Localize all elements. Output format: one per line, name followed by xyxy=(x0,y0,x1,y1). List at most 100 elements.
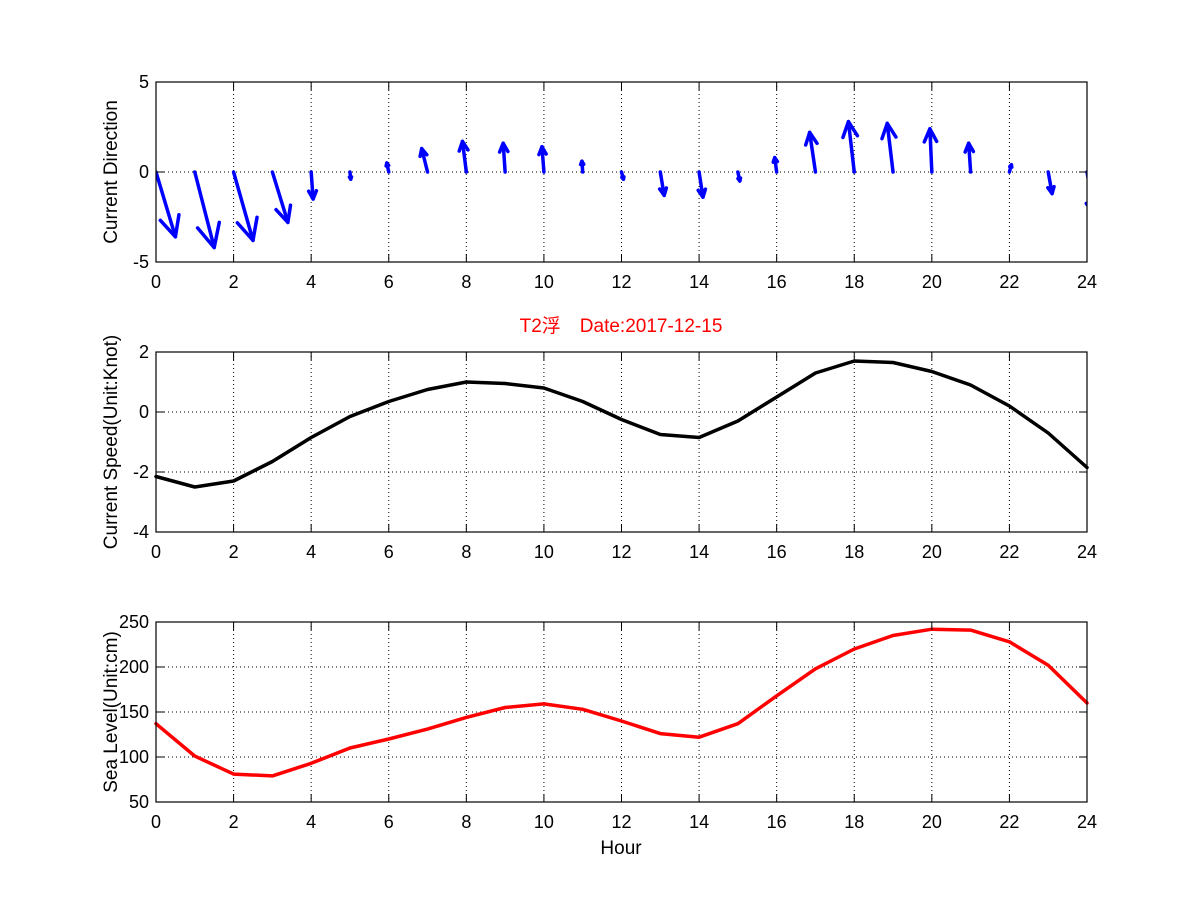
quiver-arrow xyxy=(270,170,293,225)
arrow-shaft xyxy=(885,121,895,174)
x-tick-label: 0 xyxy=(151,272,161,292)
x-tick-label: 24 xyxy=(1077,812,1097,832)
quiver-arrow xyxy=(922,127,939,174)
arrow-shaft xyxy=(193,170,216,250)
x-tick-label: 6 xyxy=(384,272,394,292)
quiver-arrow xyxy=(619,170,626,181)
x-tick-label: 8 xyxy=(461,272,471,292)
y-tick-label: 0 xyxy=(139,162,149,182)
arrow-head xyxy=(274,203,293,225)
arrow-head xyxy=(803,130,819,147)
quiver-arrow xyxy=(156,170,181,239)
arrow-shaft xyxy=(807,130,818,174)
quiver-arrow xyxy=(841,119,860,174)
x-tick-label: 2 xyxy=(229,812,239,832)
arrow-head xyxy=(578,159,586,167)
figure-title: T2浮 Date:2017-12-15 xyxy=(520,315,723,337)
x-tick-label: 16 xyxy=(767,272,787,292)
y-axis-label: Current Speed(Unit:Knot) xyxy=(101,335,122,549)
x-tick-label: 24 xyxy=(1077,272,1097,292)
quiver-arrow xyxy=(771,155,780,174)
x-tick-label: 22 xyxy=(999,812,1019,832)
x-tick-label: 18 xyxy=(844,812,864,832)
y-tick-label: 5 xyxy=(139,72,149,92)
quiver-arrow xyxy=(306,170,319,201)
arrow-head xyxy=(347,175,354,181)
quiver-arrow xyxy=(347,170,354,181)
x-tick-label: 14 xyxy=(689,812,709,832)
arrow-head xyxy=(418,146,429,159)
x-tick-label: 20 xyxy=(922,812,942,832)
quiver-arrow xyxy=(1046,170,1056,196)
quiver-arrow xyxy=(497,141,510,174)
arrow-shaft xyxy=(928,127,934,174)
x-tick-label: 18 xyxy=(844,542,864,562)
y-axis-label: Sea Level(Unit:cm) xyxy=(101,631,122,793)
arrow-shaft xyxy=(231,170,255,243)
x-tick-label: 0 xyxy=(151,812,161,832)
arrow-head xyxy=(620,175,626,181)
x-tick-label: 14 xyxy=(689,272,709,292)
x-tick-label: 8 xyxy=(461,812,471,832)
x-axis-label: Hour xyxy=(600,838,642,859)
arrow-head xyxy=(235,215,259,243)
y-tick-label: -2 xyxy=(133,462,149,482)
x-tick-label: 0 xyxy=(151,542,161,562)
y-tick-label: 200 xyxy=(119,657,149,677)
arrow-head xyxy=(306,188,319,201)
arrow-shaft xyxy=(697,170,705,199)
y-tick-label: 100 xyxy=(119,747,149,767)
x-tick-label: 8 xyxy=(461,542,471,562)
arrow-shaft xyxy=(156,170,178,239)
y-tick-label: -4 xyxy=(133,522,149,542)
quiver-arrow xyxy=(457,139,470,174)
quiver-arrow xyxy=(418,146,430,174)
quiver-arrow xyxy=(537,145,548,174)
arrow-shaft xyxy=(460,139,469,174)
x-tick-label: 10 xyxy=(534,812,554,832)
arrow-head xyxy=(384,161,391,168)
x-tick-label: 12 xyxy=(611,542,631,562)
y-tick-label: 50 xyxy=(129,792,149,812)
arrow-head xyxy=(1007,163,1014,169)
x-tick-label: 22 xyxy=(999,542,1019,562)
quiver-arrow xyxy=(384,161,391,174)
x-tick-label: 20 xyxy=(922,272,942,292)
series-line-speed xyxy=(154,359,1089,489)
plot-area xyxy=(156,622,1087,802)
arrow-shaft xyxy=(966,141,973,174)
x-tick-label: 10 xyxy=(534,272,554,292)
arrow-shaft xyxy=(270,170,290,225)
quiver-arrow xyxy=(231,170,259,243)
arrows-group xyxy=(156,119,1087,250)
arrow-shaft xyxy=(501,141,507,174)
arrow-head xyxy=(771,155,780,164)
arrow-head xyxy=(841,119,860,140)
x-tick-label: 2 xyxy=(229,272,239,292)
x-tick-label: 2 xyxy=(229,542,239,562)
x-tick-label: 6 xyxy=(384,812,394,832)
y-tick-label: 150 xyxy=(119,702,149,722)
x-tick-label: 10 xyxy=(534,542,554,562)
arrow-head xyxy=(696,187,708,199)
x-tick-label: 6 xyxy=(384,542,394,562)
arrow-shaft xyxy=(309,170,315,201)
quiver-arrow xyxy=(578,159,586,174)
x-tick-label: 18 xyxy=(844,272,864,292)
x-tick-label: 22 xyxy=(999,272,1019,292)
arrow-shaft xyxy=(540,145,546,174)
arrow-head xyxy=(195,220,222,250)
arrow-head xyxy=(922,127,939,144)
arrow-head xyxy=(457,139,470,153)
x-tick-label: 4 xyxy=(306,542,316,562)
arrow-head xyxy=(736,176,743,183)
y-tick-label: 0 xyxy=(139,402,149,422)
arrow-head xyxy=(880,121,898,141)
arrow-head xyxy=(537,145,548,157)
quiver-arrow xyxy=(193,170,222,250)
x-tick-label: 24 xyxy=(1077,542,1097,562)
arrow-shaft xyxy=(846,119,856,174)
y-axis-label: Current Direction xyxy=(101,100,122,244)
